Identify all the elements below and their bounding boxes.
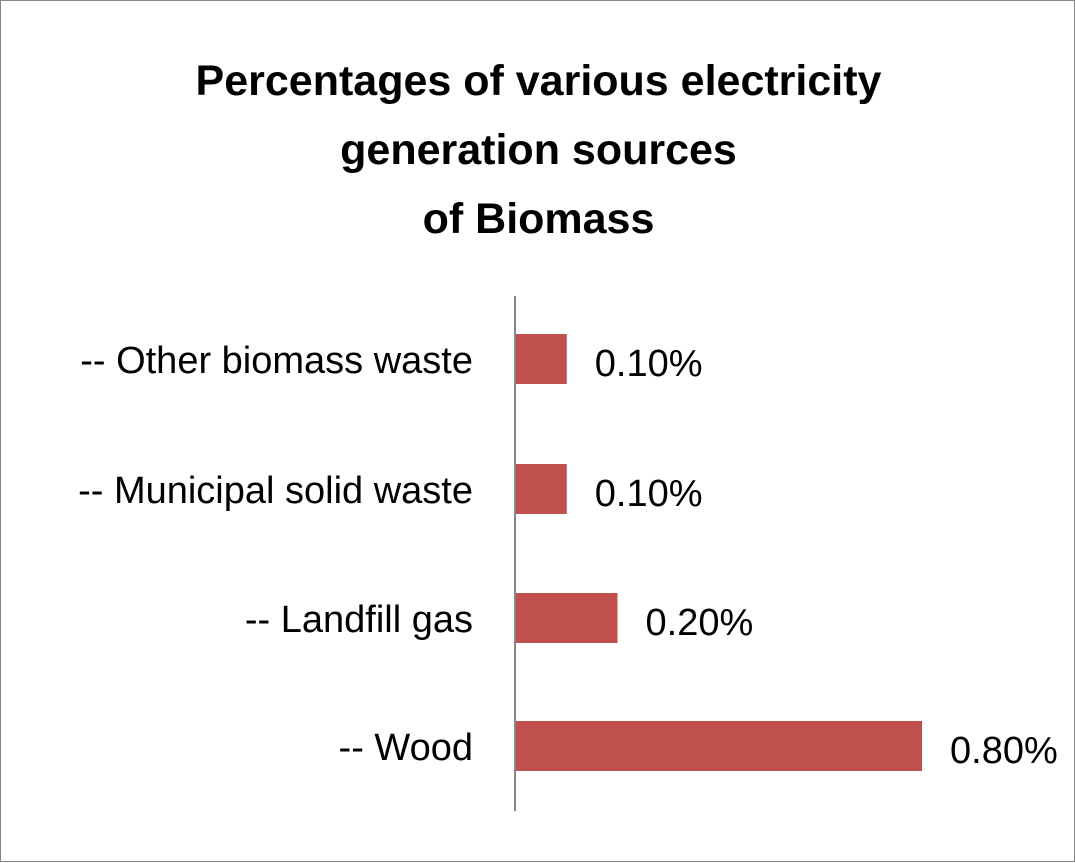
data-label: 0.10% [595,473,703,515]
chart-title: Percentages of various electricity gener… [1,47,1075,254]
data-label: 0.80% [950,730,1058,772]
bar [516,593,618,643]
category-tick-label: -- Municipal solid waste [78,470,473,512]
bar [516,334,567,384]
bar [516,464,567,514]
chart-title-line-2: generation sources [340,126,737,174]
data-label: 0.20% [646,602,754,644]
category-tick-label: -- Other biomass waste [80,340,473,382]
category-tick-label: -- Landfill gas [245,599,473,641]
category-tick-label: -- Wood [339,727,473,769]
data-label: 0.10% [595,343,703,385]
bar [516,721,922,771]
chart-title-line-3: of Biomass [422,195,655,243]
chart-title-line-1: Percentages of various electricity [195,57,882,105]
